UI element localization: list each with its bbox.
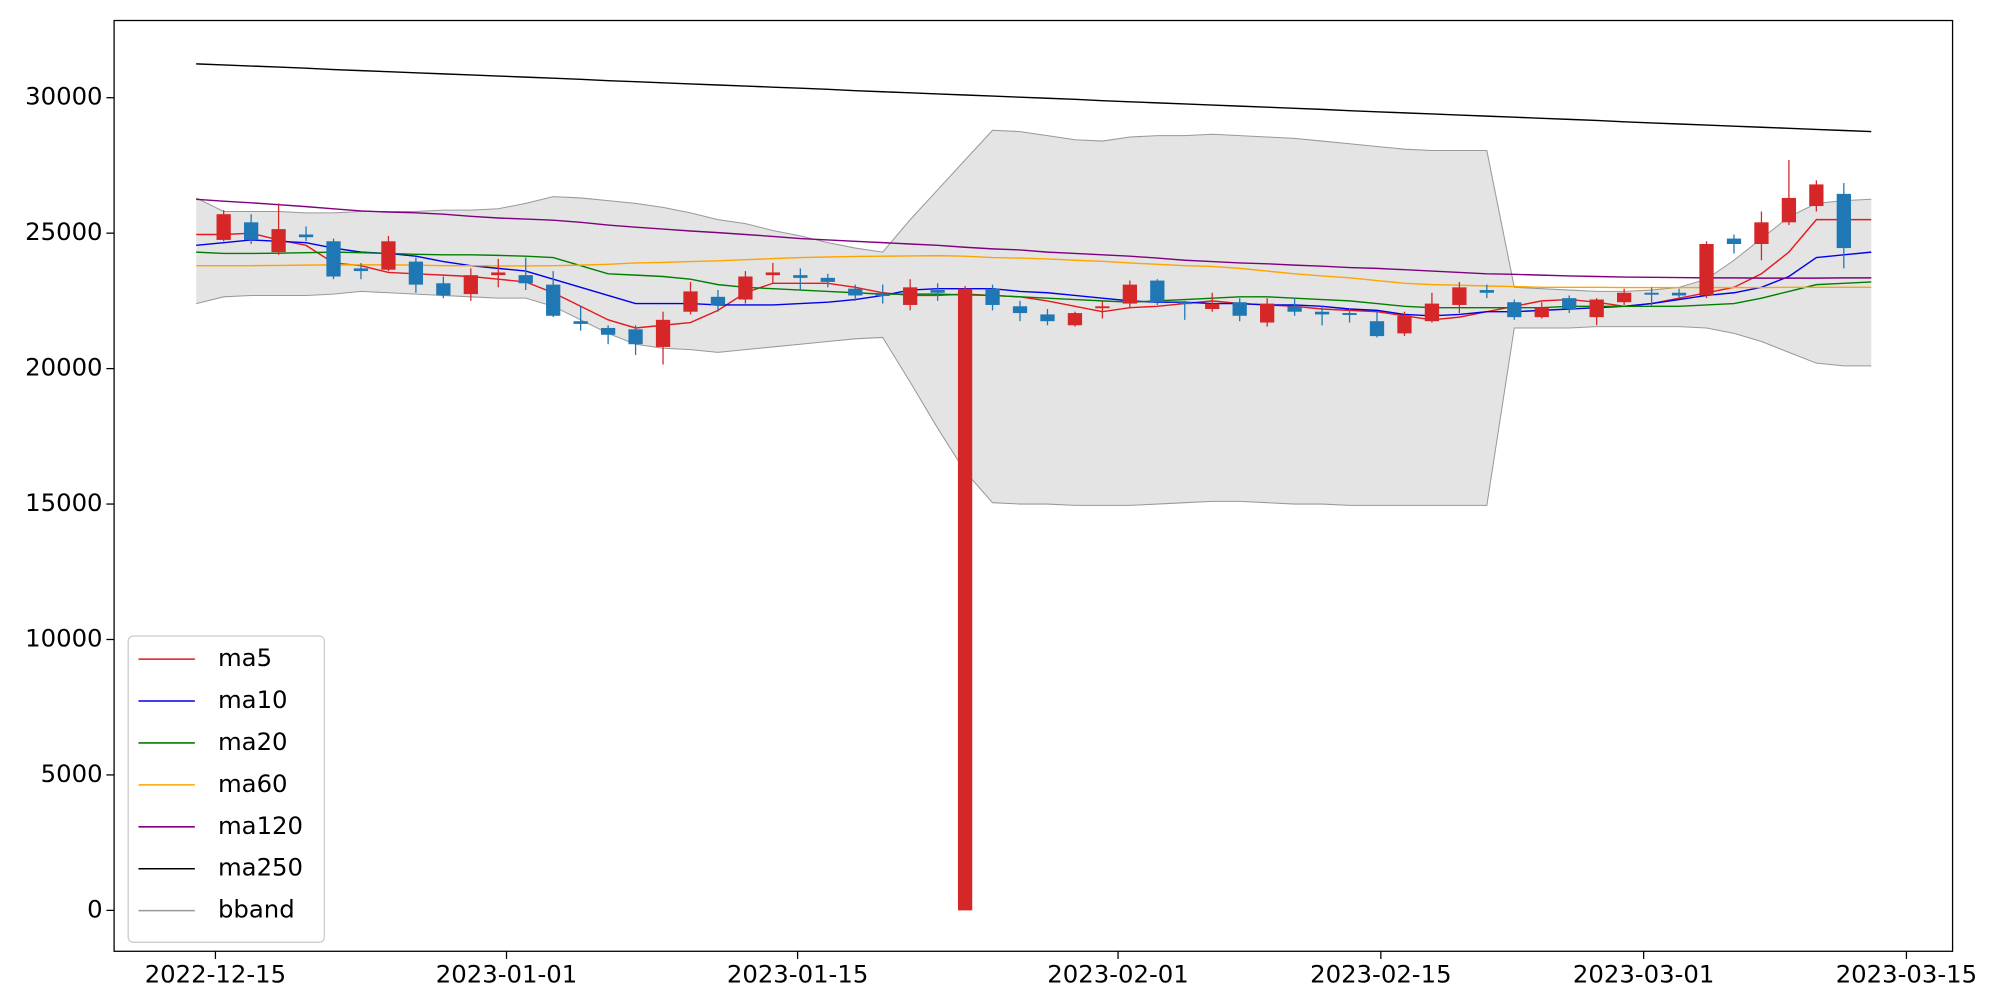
x-tick-label: 2023-03-15: [1836, 960, 1977, 989]
candle-body: [957, 288, 973, 911]
candle-body: [216, 214, 231, 240]
candle-body: [1424, 303, 1440, 322]
legend-label: ma120: [218, 811, 303, 840]
candle-body: [573, 321, 588, 324]
ma-line: [196, 198, 1872, 279]
y-tick-label: 20000: [25, 353, 102, 382]
x-tick-label: 2023-02-01: [1047, 960, 1188, 989]
x-tick-label: 2023-01-15: [727, 960, 868, 989]
legend-label: ma5: [218, 643, 272, 672]
legend-label: bband: [218, 895, 295, 924]
candle-body: [271, 229, 286, 253]
y-tick-label: 25000: [25, 217, 102, 246]
candle-body: [1507, 302, 1522, 318]
candle-body: [1369, 321, 1385, 337]
candle-body: [518, 275, 533, 284]
candle-body: [381, 241, 396, 270]
candle-body: [546, 284, 561, 316]
candle-body: [1205, 303, 1220, 310]
candle-body: [1177, 302, 1192, 305]
y-tick-label: 0: [87, 894, 103, 923]
candle-body: [985, 288, 1000, 305]
candle-body: [1479, 290, 1494, 293]
candle-body: [1644, 292, 1659, 295]
candle-body: [1232, 302, 1247, 316]
candle-body: [1836, 193, 1851, 249]
candle-body: [628, 329, 643, 345]
legend-label: ma10: [218, 685, 288, 714]
candle-body: [463, 275, 478, 295]
candle-body: [1040, 314, 1055, 322]
y-tick-label: 5000: [41, 759, 103, 788]
legend-label: ma60: [218, 769, 288, 798]
candle-body: [903, 287, 918, 305]
candle-body: [1699, 243, 1714, 296]
x-tick-label: 2023-03-01: [1573, 960, 1714, 989]
candle-body: [1342, 313, 1357, 315]
candle-body: [1012, 306, 1028, 314]
candle-body: [1314, 311, 1330, 315]
candle-body: [765, 272, 781, 276]
legend-label: ma250: [218, 853, 303, 882]
candle-body: [738, 276, 753, 300]
candle-body: [1122, 284, 1137, 304]
bband-lower: [196, 290, 1872, 506]
x-tick-label: 2022-12-15: [145, 960, 286, 989]
x-tick-label: 2023-02-15: [1310, 960, 1451, 989]
legend: ma5 ma10 ma20 ma60 ma120 ma250 bband: [127, 635, 325, 943]
candle-body: [1781, 197, 1797, 223]
candle-body: [1562, 298, 1577, 310]
candle-body: [243, 222, 259, 240]
candle-body: [1534, 307, 1549, 318]
legend-label: ma20: [218, 727, 288, 756]
candle-body: [710, 296, 726, 305]
candle-body: [353, 268, 369, 272]
candle-body: [1287, 306, 1302, 312]
candle-body: [408, 261, 424, 285]
ma-line: [196, 254, 1872, 289]
ma-line: [196, 63, 1872, 133]
candle-body: [930, 290, 945, 293]
candle-body: [1452, 287, 1467, 305]
y-tick-label: 10000: [25, 623, 102, 652]
legend-box: [127, 635, 325, 943]
candle-body: [875, 294, 890, 297]
bband-upper: [195, 129, 1872, 292]
candle-body: [848, 288, 863, 296]
candle-body: [491, 272, 506, 276]
candle-body: [683, 291, 698, 312]
candle-body: [1095, 306, 1110, 309]
candle-body: [436, 283, 451, 296]
candle-body: [820, 277, 835, 282]
candle-body: [1809, 184, 1824, 207]
candle-body: [655, 319, 671, 347]
candle-body: [1589, 299, 1604, 318]
candle-body: [1726, 238, 1742, 244]
x-tick-label: 2023-01-01: [436, 960, 577, 989]
candle-body: [793, 275, 808, 278]
candle-body: [1397, 315, 1412, 334]
candle-body: [326, 241, 341, 277]
y-tick-label: 15000: [25, 488, 102, 517]
y-tick-label: 30000: [25, 82, 102, 111]
candle-body: [1067, 313, 1083, 326]
candle-body: [1754, 222, 1769, 244]
candle-body: [1617, 292, 1632, 303]
candle-body: [298, 234, 314, 238]
candle-body: [1671, 292, 1687, 296]
candle-body: [600, 327, 616, 335]
candle-body: [1150, 280, 1165, 303]
candle-body: [1260, 303, 1275, 323]
plot-frame: [113, 19, 1954, 952]
bband-area: [196, 130, 1872, 506]
